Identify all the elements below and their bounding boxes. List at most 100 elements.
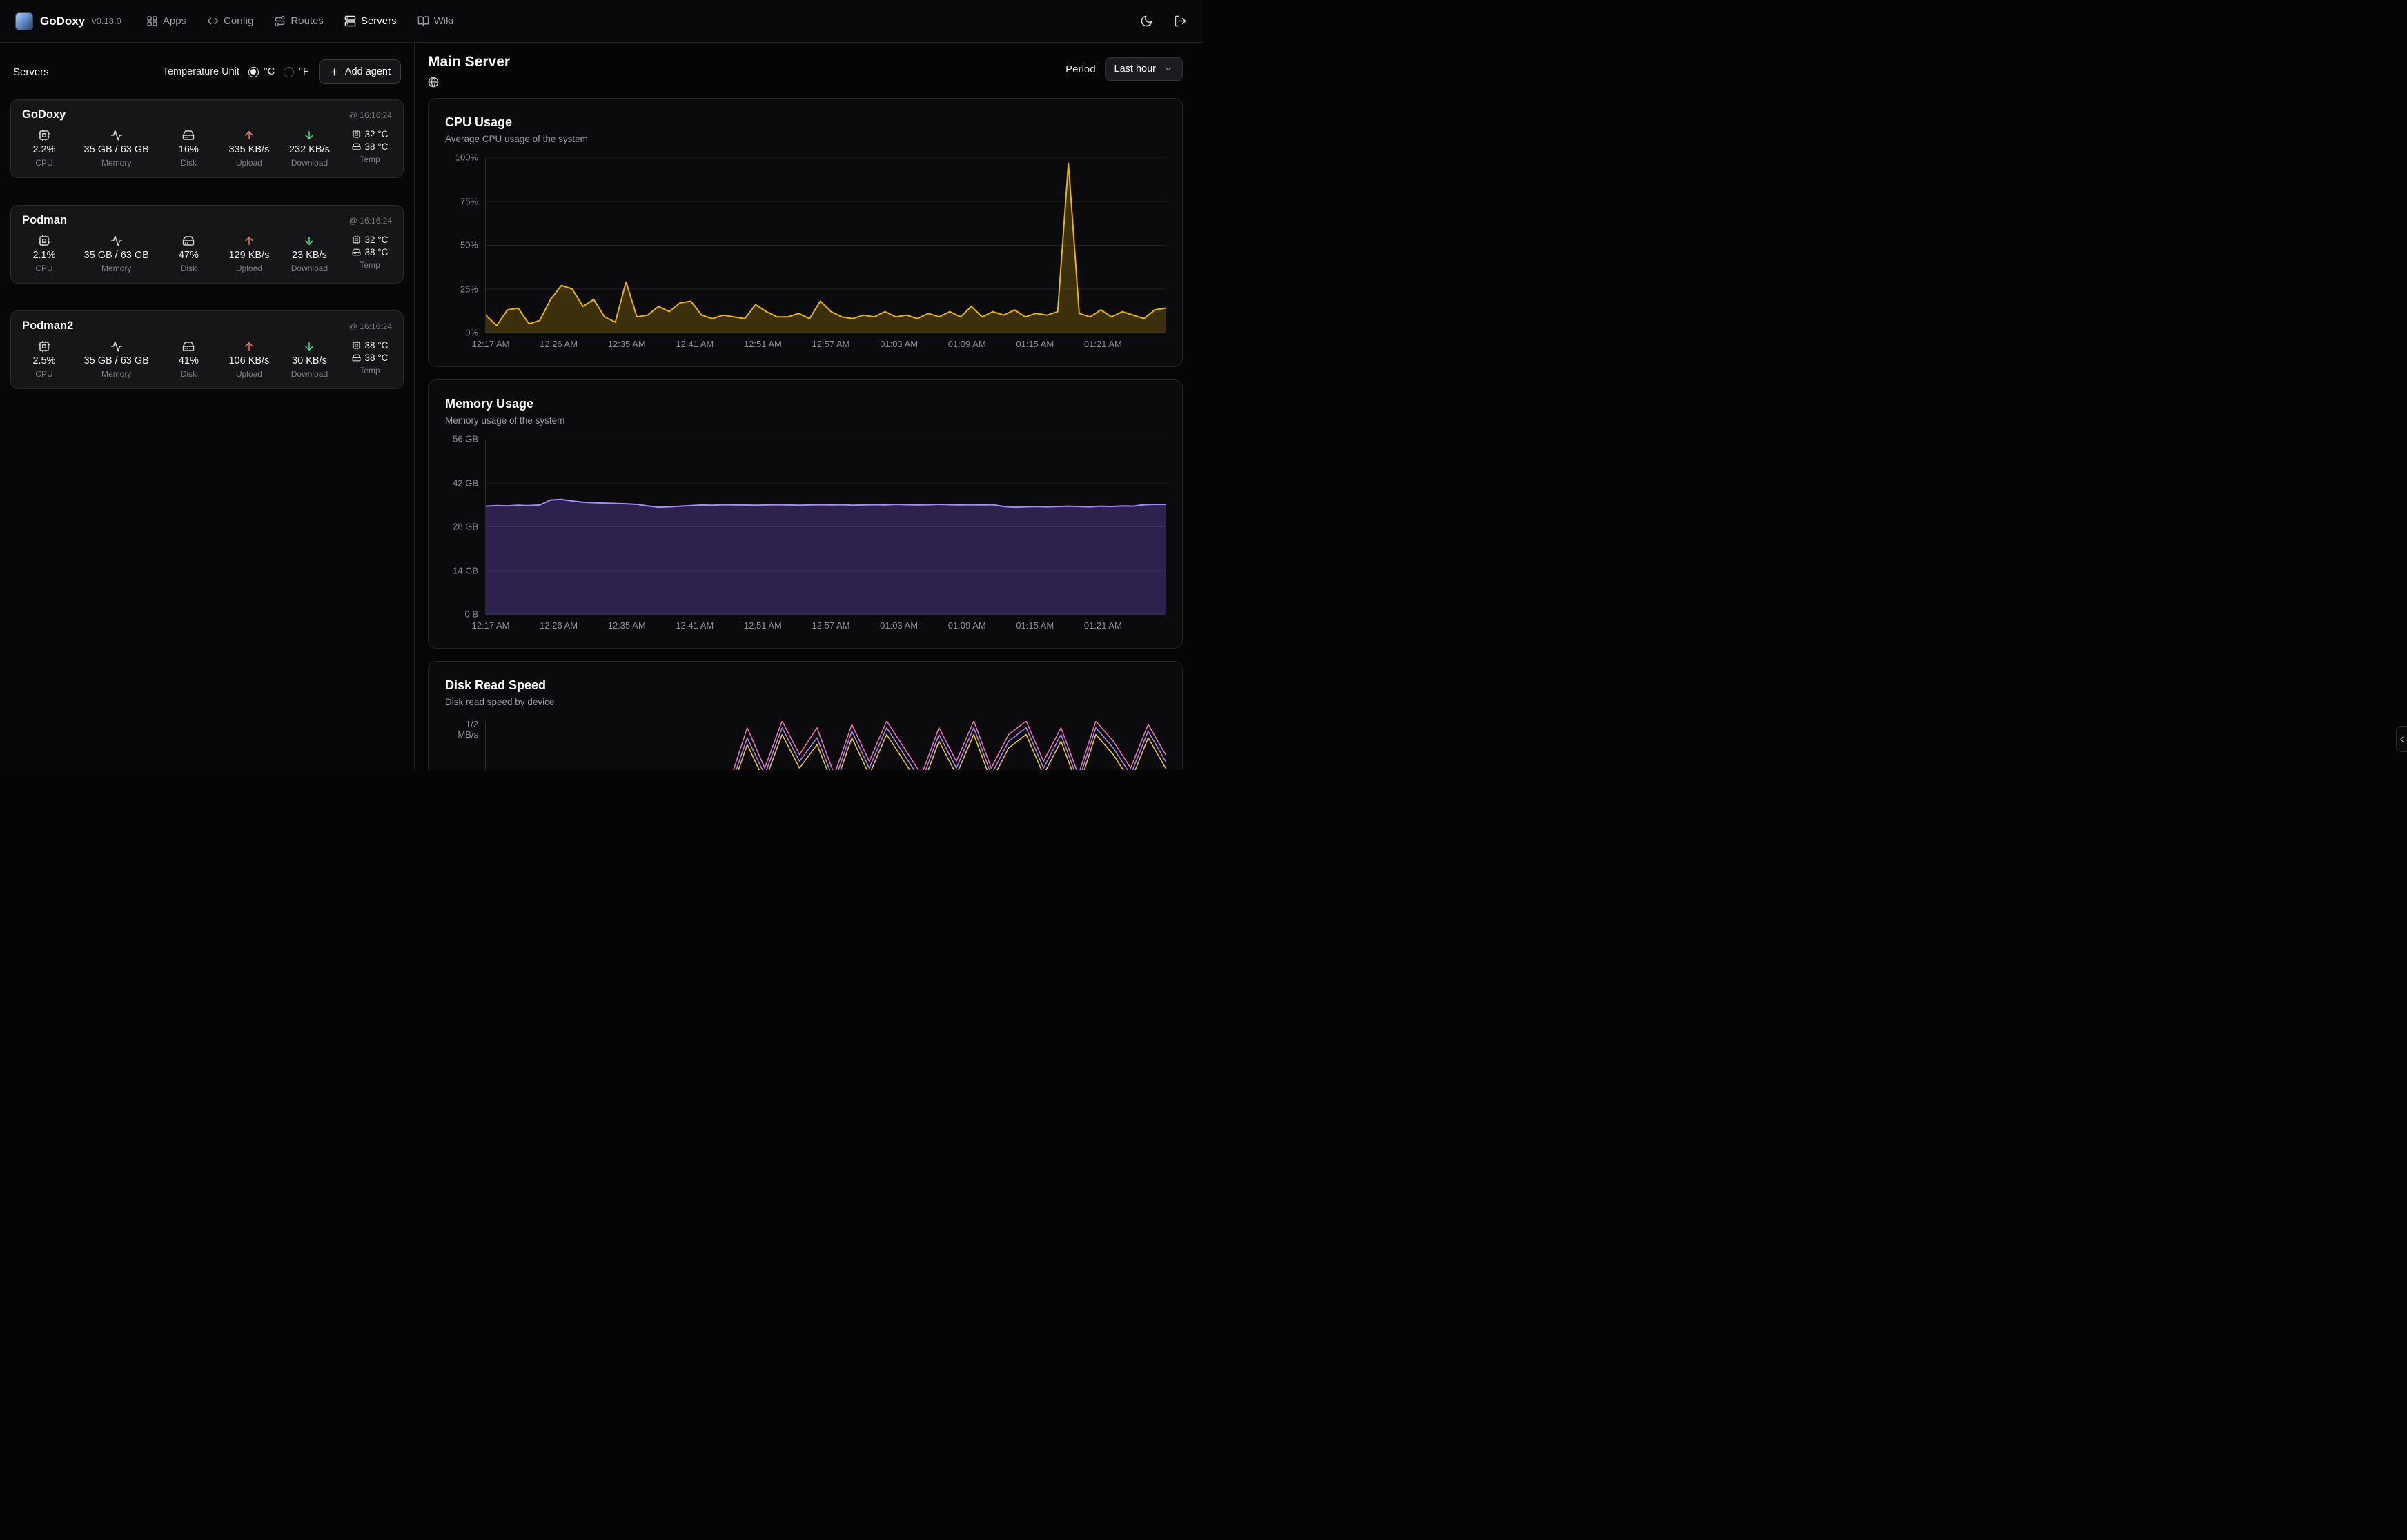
- chevron-left-icon: [2397, 735, 2406, 744]
- nav-item-apps[interactable]: Apps: [146, 15, 186, 27]
- activity-icon: [110, 129, 123, 141]
- disk-temp-value: 38 °C: [364, 247, 389, 257]
- cpu-temp-value: 32 °C: [364, 129, 389, 139]
- server-stats: 2.2% CPU 35 GB / 63 GB Memory 16% Disk 3…: [22, 129, 392, 168]
- chart-subtitle: Average CPU usage of the system: [445, 134, 588, 144]
- upload-value: 129 KB/s: [228, 250, 270, 261]
- download-label: Download: [291, 158, 328, 168]
- moon-icon: [1140, 14, 1153, 28]
- disk-temp-value: 38 °C: [364, 141, 389, 152]
- brand: GoDoxy v0.18.0: [15, 12, 121, 30]
- chart-title: Memory Usage: [445, 397, 534, 411]
- topbar: GoDoxy v0.18.0 Apps Config Routes Server…: [0, 0, 1204, 43]
- cpu-icon: [38, 340, 50, 353]
- disk-stat: 41% Disk: [168, 340, 209, 379]
- chevron-down-icon: [1163, 64, 1173, 74]
- servers-panel-header: Servers Temperature Unit °C °F Add agent: [10, 43, 404, 86]
- cpu-temp-value: 38 °C: [364, 340, 389, 351]
- disk-temp-row: 38 °C: [352, 247, 389, 257]
- upload-value: 335 KB/s: [228, 144, 270, 155]
- nav-item-wiki[interactable]: Wiki: [417, 15, 453, 27]
- cpu-temp-row: 32 °C: [352, 235, 388, 245]
- cpu-value: 2.5%: [32, 355, 56, 366]
- period-label: Period: [1065, 63, 1096, 75]
- upload-stat: 129 KB/s Upload: [228, 235, 270, 273]
- cpu-usage-card: CPU Usage Average CPU usage of the syste…: [428, 98, 1183, 367]
- cpu-stat: 2.2% CPU: [23, 129, 65, 168]
- log-out-icon: [1174, 14, 1187, 28]
- hard-drive-icon: [182, 129, 195, 141]
- disk-read-plot: [485, 721, 1166, 770]
- main-header: Main Server Period Last hour: [428, 54, 1183, 88]
- logout-button[interactable]: [1172, 13, 1188, 29]
- add-agent-button[interactable]: Add agent: [318, 59, 401, 84]
- arrow-down-icon: [303, 235, 315, 247]
- nav-item-label: Routes: [291, 15, 324, 27]
- panel-collapse-handle[interactable]: [2396, 726, 2407, 752]
- server-card-podman[interactable]: Podman @ 16:16:24 2.1% CPU 35 GB / 63 GB…: [10, 205, 404, 284]
- arrow-up-icon: [243, 235, 255, 247]
- celsius-radio[interactable]: °C: [248, 66, 275, 77]
- chart-body: 100% 75% 50% 25% 0%: [445, 152, 1166, 338]
- cpu-label: CPU: [35, 264, 53, 273]
- memory-label: Memory: [101, 264, 132, 273]
- memory-label: Memory: [101, 369, 132, 379]
- period-value: Last hour: [1114, 63, 1156, 75]
- server-name: GoDoxy: [22, 108, 66, 121]
- y-axis: 1/2 MB/s: [458, 718, 478, 740]
- cpu-value: 2.2%: [32, 144, 56, 155]
- activity-icon: [110, 340, 123, 353]
- nav-item-label: Config: [224, 15, 254, 27]
- servers-icon: [344, 15, 356, 27]
- download-value: 30 KB/s: [292, 355, 327, 366]
- server-timestamp: @ 16:16:24: [348, 322, 392, 331]
- server-card-godoxy[interactable]: GoDoxy @ 16:16:24 2.2% CPU 35 GB / 63 GB…: [10, 99, 404, 178]
- fahrenheit-radio[interactable]: °F: [284, 66, 309, 77]
- celsius-label: °C: [263, 66, 275, 77]
- brand-name: GoDoxy: [40, 14, 86, 28]
- nav-item-routes[interactable]: Routes: [274, 15, 324, 27]
- period-select[interactable]: Last hour: [1104, 57, 1183, 81]
- temperature-unit-group: Temperature Unit °C °F: [163, 66, 309, 77]
- hard-drive-icon: [182, 340, 195, 353]
- nav-item-servers[interactable]: Servers: [344, 15, 397, 27]
- x-axis: 12:17 AM 12:26 AM 12:35 AM 12:41 AM 12:51 AM…: [471, 339, 1122, 349]
- disk-temp-value: 38 °C: [364, 353, 389, 363]
- panel-title: Servers: [13, 66, 49, 78]
- server-timestamp: @ 16:16:24: [348, 110, 392, 120]
- topbar-actions: [1139, 13, 1188, 29]
- page-layout: Servers Temperature Unit °C °F Add agent: [0, 43, 1204, 770]
- x-axis: 12:17 AM 12:26 AM 12:35 AM 12:41 AM 12:51 AM…: [471, 620, 1122, 631]
- memory-stat: 35 GB / 63 GB Memory: [84, 129, 149, 168]
- chart-subtitle: Disk read speed by device: [445, 697, 555, 707]
- chart-title: Disk Read Speed: [445, 678, 547, 692]
- download-value: 232 KB/s: [289, 144, 330, 155]
- cpu-stat: 2.1% CPU: [23, 235, 65, 273]
- activity-icon: [110, 235, 123, 247]
- temp-label: Temp: [360, 260, 380, 270]
- disk-temp-row: 38 °C: [352, 353, 389, 363]
- server-name: Podman: [22, 214, 68, 226]
- disk-value: 16%: [178, 144, 199, 155]
- server-card-podman2[interactable]: Podman2 @ 16:16:24 2.5% CPU 35 GB / 63 G…: [10, 310, 404, 389]
- server-timestamp: @ 16:16:24: [348, 216, 392, 226]
- theme-toggle-button[interactable]: [1139, 13, 1155, 29]
- add-agent-label: Add agent: [344, 66, 391, 77]
- hard-drive-icon: [352, 353, 361, 362]
- disk-read-speed-card: Disk Read Speed Disk read speed by devic…: [428, 661, 1183, 770]
- main-nav: Apps Config Routes Servers Wiki: [146, 15, 453, 27]
- nav-item-config[interactable]: Config: [207, 15, 253, 27]
- upload-stat: 335 KB/s Upload: [228, 129, 270, 168]
- memory-value: 35 GB / 63 GB: [83, 250, 149, 261]
- server-link[interactable]: [428, 77, 440, 88]
- nav-item-label: Wiki: [433, 15, 453, 27]
- memory-value: 35 GB / 63 GB: [83, 144, 149, 155]
- grid-icon: [146, 15, 158, 27]
- memory-stat: 35 GB / 63 GB Memory: [84, 235, 149, 273]
- chart-body: 56 GB 42 GB 28 GB 14 GB 0 B: [445, 434, 1166, 619]
- brand-version: v0.18.0: [92, 16, 121, 26]
- y-axis: 100% 75% 50% 25% 0%: [455, 152, 478, 338]
- temp-stat: 32 °C 38 °C Temp: [349, 129, 391, 168]
- disk-label: Disk: [180, 369, 197, 379]
- arrow-down-icon: [303, 129, 315, 141]
